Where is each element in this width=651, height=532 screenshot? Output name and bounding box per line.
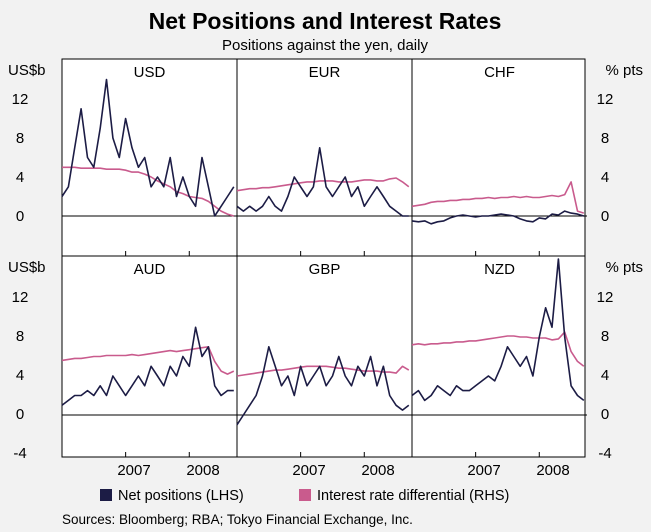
series-net-positions-nzd [411,258,585,402]
y-tick-bottom-right-minus4: -4 [598,445,611,462]
y-tick-top-right-8: 8 [601,130,609,147]
panel-usd: USD [61,64,237,256]
panel-label-nzd: NZD [484,261,515,278]
left-unit-bottom: US$b [8,259,46,276]
x-tick-eur-gbp-2008: 2008 [361,462,394,479]
chart-subtitle: Positions against the yen, daily [222,37,428,54]
series-interest-rate-differential-gbp [236,365,410,377]
plot-frame [61,58,586,458]
panel-nzd: NZD [411,258,587,457]
panel-aud: AUD [61,261,237,457]
panel-label-usd: USD [134,64,166,81]
y-tick-bottom-left-4: 4 [16,367,24,384]
y-tick-top-left-8: 8 [16,130,24,147]
panel-label-eur: EUR [309,64,341,81]
right-unit-bottom: % pts [605,259,643,276]
y-tick-bottom-left-12: 12 [12,289,29,306]
series-net-positions-usd [61,78,235,217]
legend-swatch-interest-rate-differential [299,489,311,501]
left-unit-top: US$b [8,62,46,79]
panel-group: USD EUR CHF AUD GBP NZD [61,64,587,457]
series-interest-rate-differential-aud [61,345,235,375]
panel-label-aud: AUD [134,261,166,278]
series-net-positions-gbp [236,345,410,426]
x-tick-eur-gbp-2007: 2007 [292,462,325,479]
y-tick-bottom-right-8: 8 [601,328,609,345]
y-tick-bottom-right-12: 12 [597,289,614,306]
right-unit-top: % pts [605,62,643,79]
x-tick-chf-nzd-2007: 2007 [467,462,500,479]
y-tick-bottom-left-minus4: -4 [13,445,26,462]
y-tick-bottom-left-0: 0 [16,406,24,423]
chart-title: Net Positions and Interest Rates [149,8,502,34]
x-tick-usd-aud-2007: 2007 [117,462,150,479]
series-interest-rate-differential-eur [236,177,410,192]
series-net-positions-eur [236,147,409,217]
y-tick-bottom-right-4: 4 [601,367,609,384]
panel-label-gbp: GBP [309,261,341,278]
y-tick-top-right-0: 0 [601,208,609,225]
panel-label-chf: CHF [484,64,515,81]
y-tick-top-left-0: 0 [16,208,24,225]
panel-chf: CHF [411,64,587,256]
y-tick-top-right-4: 4 [601,169,609,186]
legend-label-interest-rate-differential: Interest rate differential (RHS) [317,488,509,504]
x-tick-usd-aud-2008: 2008 [186,462,219,479]
y-tick-top-left-12: 12 [12,91,29,108]
y-tick-top-left-4: 4 [16,169,24,186]
legend-swatch-net-positions [100,489,112,501]
legend-label-net-positions: Net positions (LHS) [118,488,244,504]
x-tick-chf-nzd-2008: 2008 [536,462,569,479]
source-note: Sources: Bloomberg; RBA; Tokyo Financial… [62,512,413,527]
panel-eur: EUR [236,64,412,256]
series-net-positions-chf [411,210,585,225]
series-net-positions-aud [61,326,234,406]
y-tick-top-right-12: 12 [597,91,614,108]
y-tick-bottom-left-8: 8 [16,328,24,345]
series-interest-rate-differential-nzd [411,331,585,367]
series-interest-rate-differential-chf [411,181,585,214]
panel-gbp: GBP [236,261,412,457]
y-tick-bottom-right-0: 0 [601,406,609,423]
